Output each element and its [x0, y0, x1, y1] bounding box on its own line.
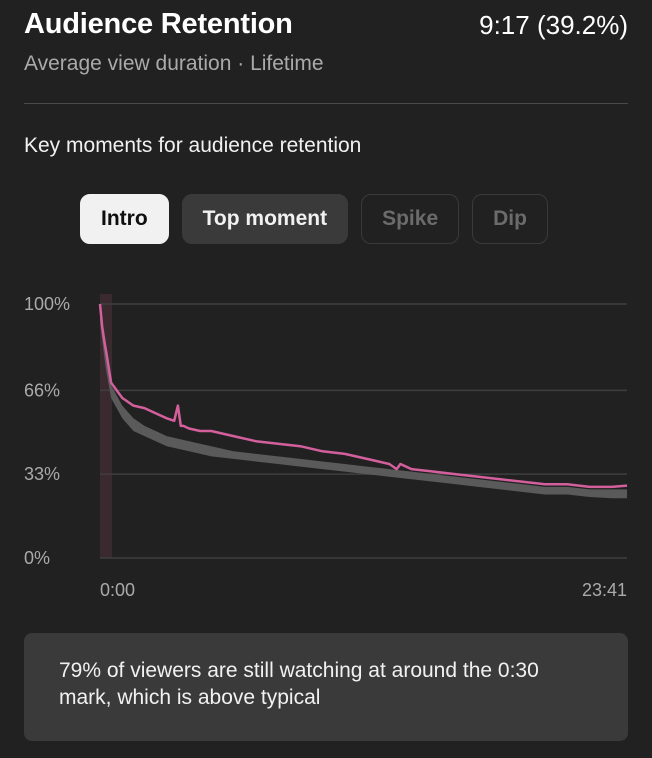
card-title: Audience Retention	[24, 8, 293, 40]
chip-top-moment[interactable]: Top moment	[181, 194, 349, 244]
x-axis-labels: 0:00 23:41	[100, 580, 627, 600]
insight-card: 79% of viewers are still watching at aro…	[24, 633, 628, 741]
retention-chart-svg: 0% 33% 66% 100% 0:00 23:41	[24, 294, 628, 600]
chip-dip[interactable]: Dip	[472, 194, 548, 244]
y-tick-label: 33%	[24, 464, 60, 484]
chip-intro[interactable]: Intro	[80, 194, 169, 244]
key-moments-label: Key moments for audience retention	[24, 134, 362, 157]
y-axis-labels: 0% 33% 66% 100%	[24, 294, 70, 568]
y-tick-label: 100%	[24, 294, 70, 314]
x-tick-label: 23:41	[582, 580, 627, 600]
average-view-duration-value: 9:17 (39.2%)	[479, 10, 628, 40]
retention-header: Audience Retention 9:17 (39.2%) Average …	[24, 4, 628, 104]
chip-spike[interactable]: Spike	[361, 194, 460, 244]
insight-text: 79% of viewers are still watching at aro…	[59, 659, 539, 709]
intro-highlight-bar	[100, 294, 112, 558]
key-moment-chips: Intro Top moment Spike Dip	[80, 194, 548, 244]
x-tick-label: 0:00	[100, 580, 135, 600]
y-tick-label: 66%	[24, 380, 60, 400]
retention-line	[98, 303, 628, 489]
chart-gridlines	[100, 303, 627, 559]
y-tick-label: 0%	[24, 548, 50, 568]
header-divider	[24, 103, 628, 104]
retention-chart[interactable]: 0% 33% 66% 100% 0:00 23:41	[0, 280, 652, 610]
typical-retention-band	[100, 311, 627, 499]
card-subtitle: Average view duration · Lifetime	[24, 52, 324, 75]
